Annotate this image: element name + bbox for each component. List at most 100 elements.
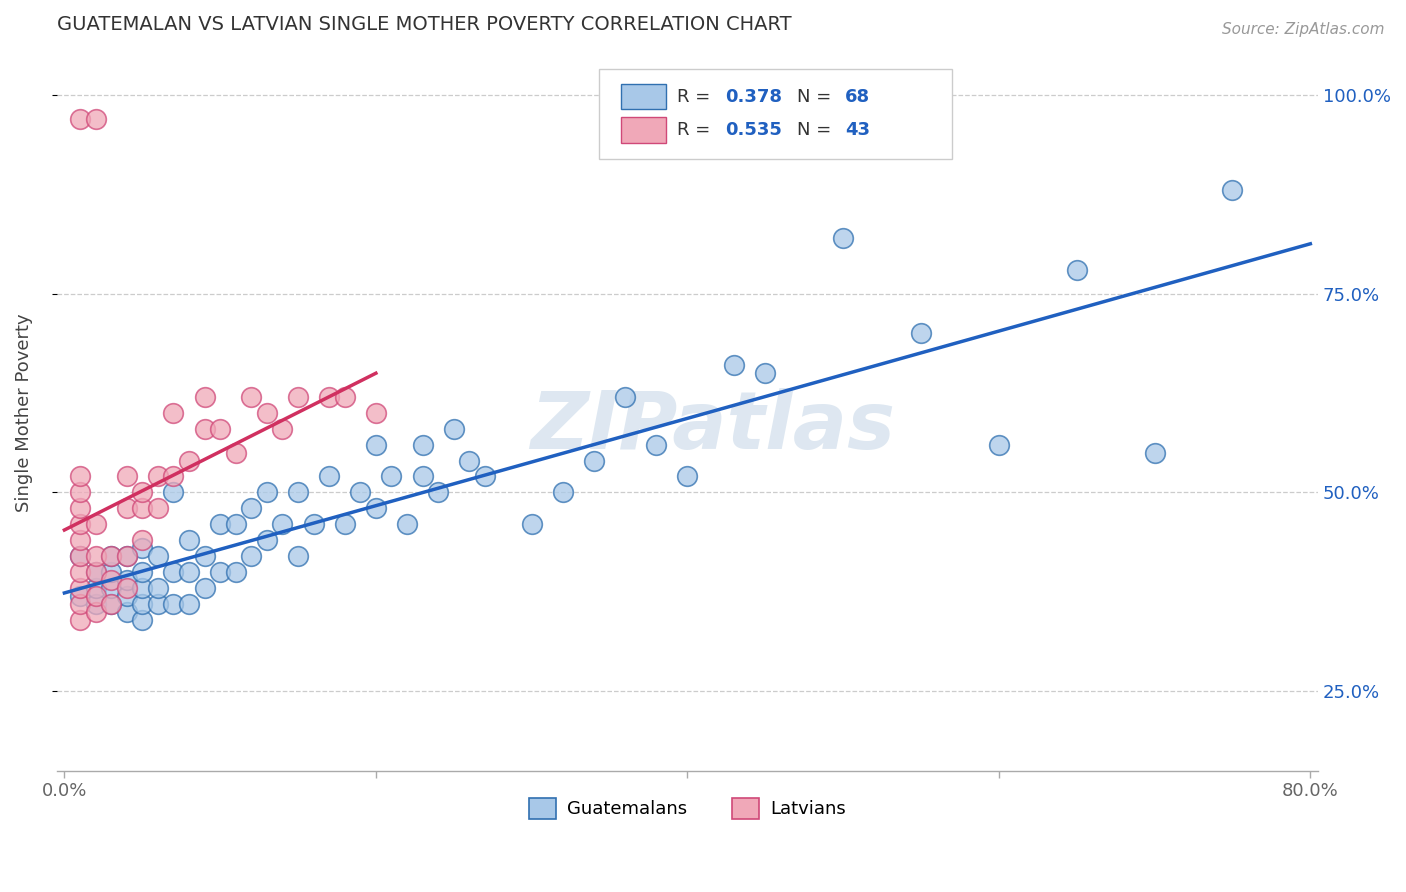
Point	[162, 406, 184, 420]
Point	[987, 437, 1010, 451]
Point	[84, 565, 107, 579]
Point	[100, 565, 122, 579]
Text: 0.535: 0.535	[725, 121, 782, 139]
Point	[146, 469, 169, 483]
Point	[364, 501, 387, 516]
Point	[69, 485, 91, 500]
FancyBboxPatch shape	[599, 70, 952, 159]
Point	[333, 390, 356, 404]
Point	[84, 112, 107, 126]
Point	[412, 437, 434, 451]
Point	[271, 517, 294, 532]
Point	[131, 485, 153, 500]
Point	[100, 597, 122, 611]
Point	[645, 437, 668, 451]
Point	[412, 469, 434, 483]
Point	[582, 453, 605, 467]
Point	[193, 390, 215, 404]
Point	[115, 581, 138, 595]
Point	[162, 565, 184, 579]
Point	[676, 469, 699, 483]
Point	[115, 549, 138, 563]
FancyBboxPatch shape	[620, 117, 666, 143]
Point	[256, 533, 278, 547]
Point	[225, 565, 247, 579]
Point	[364, 406, 387, 420]
Point	[754, 366, 776, 380]
Point	[69, 589, 91, 603]
Point	[69, 501, 91, 516]
Point	[146, 597, 169, 611]
Point	[349, 485, 371, 500]
Legend: Guatemalans, Latvians: Guatemalans, Latvians	[522, 791, 853, 826]
Point	[100, 573, 122, 587]
Point	[443, 422, 465, 436]
Point	[131, 541, 153, 555]
Point	[395, 517, 418, 532]
Point	[177, 533, 200, 547]
Point	[69, 565, 91, 579]
Point	[723, 358, 745, 372]
Point	[177, 453, 200, 467]
Point	[115, 501, 138, 516]
Point	[100, 549, 122, 563]
Point	[100, 597, 122, 611]
Point	[115, 549, 138, 563]
Point	[318, 390, 340, 404]
Text: N =: N =	[797, 87, 837, 105]
Point	[84, 565, 107, 579]
Point	[131, 501, 153, 516]
Point	[193, 581, 215, 595]
Point	[69, 549, 91, 563]
Text: Source: ZipAtlas.com: Source: ZipAtlas.com	[1222, 22, 1385, 37]
Point	[209, 565, 232, 579]
Point	[1222, 183, 1244, 197]
Point	[240, 501, 263, 516]
Point	[84, 605, 107, 619]
Point	[69, 533, 91, 547]
Point	[84, 597, 107, 611]
Text: 0.378: 0.378	[725, 87, 782, 105]
Point	[225, 517, 247, 532]
Point	[256, 406, 278, 420]
Point	[84, 517, 107, 532]
Point	[84, 589, 107, 603]
Point	[100, 581, 122, 595]
Point	[287, 390, 309, 404]
Point	[1143, 445, 1166, 459]
Point	[69, 112, 91, 126]
Point	[225, 445, 247, 459]
Point	[131, 565, 153, 579]
Point	[256, 485, 278, 500]
Text: R =: R =	[678, 121, 716, 139]
FancyBboxPatch shape	[620, 84, 666, 110]
Point	[115, 605, 138, 619]
Point	[318, 469, 340, 483]
Point	[614, 390, 637, 404]
Point	[69, 517, 91, 532]
Point	[520, 517, 543, 532]
Point	[427, 485, 450, 500]
Point	[832, 231, 855, 245]
Point	[910, 326, 932, 341]
Point	[131, 613, 153, 627]
Point	[131, 581, 153, 595]
Point	[458, 453, 481, 467]
Point	[380, 469, 402, 483]
Y-axis label: Single Mother Poverty: Single Mother Poverty	[15, 313, 32, 512]
Point	[162, 469, 184, 483]
Text: 43: 43	[845, 121, 870, 139]
Point	[84, 581, 107, 595]
Point	[100, 549, 122, 563]
Point	[193, 422, 215, 436]
Point	[84, 549, 107, 563]
Point	[209, 422, 232, 436]
Point	[69, 581, 91, 595]
Point	[333, 517, 356, 532]
Text: N =: N =	[797, 121, 837, 139]
Point	[115, 589, 138, 603]
Point	[271, 422, 294, 436]
Point	[193, 549, 215, 563]
Point	[131, 533, 153, 547]
Point	[146, 581, 169, 595]
